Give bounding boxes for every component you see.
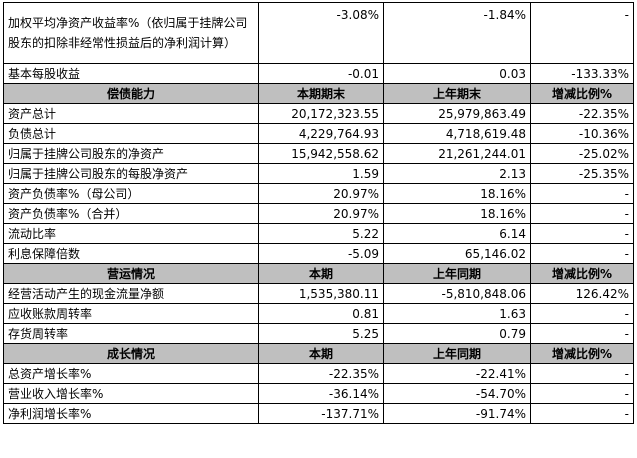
previous-value: -5,810,848.06 xyxy=(383,283,531,304)
column-header: 上年同期 xyxy=(383,343,531,364)
section-title: 偿债能力 xyxy=(3,83,259,104)
current-value: 5.25 xyxy=(258,323,384,344)
current-value: -5.09 xyxy=(258,243,384,264)
current-value: -22.35% xyxy=(258,363,384,384)
table-row: 营业收入增长率% -36.14% -54.70% - xyxy=(3,383,634,404)
previous-value: 6.14 xyxy=(383,223,531,244)
current-value: 0.81 xyxy=(258,303,384,324)
table-row: 资产总计 20,172,323.55 25,979,863.49 -22.35% xyxy=(3,103,634,124)
current-value: 1.59 xyxy=(258,163,384,184)
change-value: - xyxy=(530,243,634,264)
section-title: 成长情况 xyxy=(3,343,259,364)
current-value: 1,535,380.11 xyxy=(258,283,384,304)
change-value: - xyxy=(530,323,634,344)
change-value: -22.35% xyxy=(530,103,634,124)
column-header: 本期期末 xyxy=(258,83,384,104)
column-header: 上年期末 xyxy=(383,83,531,104)
previous-value: 1.63 xyxy=(383,303,531,324)
row-label: 应收账款周转率 xyxy=(3,303,259,324)
previous-value: 4,718,619.48 xyxy=(383,123,531,144)
row-label: 负债总计 xyxy=(3,123,259,144)
table-row: 归属于挂牌公司股东的净资产 15,942,558.62 21,261,244.0… xyxy=(3,143,634,164)
change-value: -133.33% xyxy=(530,63,634,84)
change-value: - xyxy=(530,2,634,64)
table-row: 净利润增长率% -137.71% -91.74% - xyxy=(3,403,634,424)
current-value: 4,229,764.93 xyxy=(258,123,384,144)
table-row: 加权平均净资产收益率%（依归属于挂牌公司股东的扣除非经常性损益后的净利润计算） … xyxy=(3,2,634,64)
current-value: 5.22 xyxy=(258,223,384,244)
previous-value: -1.84% xyxy=(383,2,531,64)
change-value: 126.42% xyxy=(530,283,634,304)
previous-value: 0.03 xyxy=(383,63,531,84)
column-header: 本期 xyxy=(258,343,384,364)
current-value: 20.97% xyxy=(258,203,384,224)
previous-value: -91.74% xyxy=(383,403,531,424)
current-value: 20.97% xyxy=(258,183,384,204)
change-value: - xyxy=(530,183,634,204)
column-header: 增减比例% xyxy=(530,343,634,364)
change-value: - xyxy=(530,203,634,224)
financial-indicators-table: 加权平均净资产收益率%（依归属于挂牌公司股东的扣除非经常性损益后的净利润计算） … xyxy=(3,2,634,424)
row-label: 存货周转率 xyxy=(3,323,259,344)
row-label: 资产负债率%（母公司） xyxy=(3,183,259,204)
change-value: - xyxy=(530,223,634,244)
table-row: 资产负债率%（母公司） 20.97% 18.16% - xyxy=(3,183,634,204)
table-row: 总资产增长率% -22.35% -22.41% - xyxy=(3,363,634,384)
table-row: 资产负债率%（合并） 20.97% 18.16% - xyxy=(3,203,634,224)
previous-value: 18.16% xyxy=(383,203,531,224)
row-label: 利息保障倍数 xyxy=(3,243,259,264)
table-row: 基本每股收益 -0.01 0.03 -133.33% xyxy=(3,63,634,84)
previous-value: -22.41% xyxy=(383,363,531,384)
row-label: 资产负债率%（合并） xyxy=(3,203,259,224)
row-label: 归属于挂牌公司股东的净资产 xyxy=(3,143,259,164)
row-label: 净利润增长率% xyxy=(3,403,259,424)
change-value: - xyxy=(530,363,634,384)
change-value: - xyxy=(530,383,634,404)
previous-value: 18.16% xyxy=(383,183,531,204)
section-header-operations: 营运情况 本期 上年同期 增减比例% xyxy=(3,263,634,284)
table-row: 流动比率 5.22 6.14 - xyxy=(3,223,634,244)
current-value: -137.71% xyxy=(258,403,384,424)
current-value: 15,942,558.62 xyxy=(258,143,384,164)
previous-value: 21,261,244.01 xyxy=(383,143,531,164)
column-header: 增减比例% xyxy=(530,263,634,284)
change-value: -25.02% xyxy=(530,143,634,164)
current-value: -3.08% xyxy=(258,2,384,64)
previous-value: 2.13 xyxy=(383,163,531,184)
change-value: -10.36% xyxy=(530,123,634,144)
row-label: 流动比率 xyxy=(3,223,259,244)
change-value: - xyxy=(530,403,634,424)
previous-value: 25,979,863.49 xyxy=(383,103,531,124)
table-row: 应收账款周转率 0.81 1.63 - xyxy=(3,303,634,324)
table-row: 存货周转率 5.25 0.79 - xyxy=(3,323,634,344)
row-label: 营业收入增长率% xyxy=(3,383,259,404)
table-row: 利息保障倍数 -5.09 65,146.02 - xyxy=(3,243,634,264)
row-label: 总资产增长率% xyxy=(3,363,259,384)
column-header: 上年同期 xyxy=(383,263,531,284)
table-row: 负债总计 4,229,764.93 4,718,619.48 -10.36% xyxy=(3,123,634,144)
row-label: 基本每股收益 xyxy=(3,63,259,84)
change-value: -25.35% xyxy=(530,163,634,184)
table-row: 经营活动产生的现金流量净额 1,535,380.11 -5,810,848.06… xyxy=(3,283,634,304)
table-row: 归属于挂牌公司股东的每股净资产 1.59 2.13 -25.35% xyxy=(3,163,634,184)
previous-value: 65,146.02 xyxy=(383,243,531,264)
column-header: 本期 xyxy=(258,263,384,284)
current-value: -36.14% xyxy=(258,383,384,404)
previous-value: 0.79 xyxy=(383,323,531,344)
section-header-solvency: 偿债能力 本期期末 上年期末 增减比例% xyxy=(3,83,634,104)
row-label: 归属于挂牌公司股东的每股净资产 xyxy=(3,163,259,184)
change-value: - xyxy=(530,303,634,324)
section-header-growth: 成长情况 本期 上年同期 增减比例% xyxy=(3,343,634,364)
row-label: 加权平均净资产收益率%（依归属于挂牌公司股东的扣除非经常性损益后的净利润计算） xyxy=(3,2,259,64)
previous-value: -54.70% xyxy=(383,383,531,404)
section-title: 营运情况 xyxy=(3,263,259,284)
row-label: 资产总计 xyxy=(3,103,259,124)
row-label: 经营活动产生的现金流量净额 xyxy=(3,283,259,304)
current-value: -0.01 xyxy=(258,63,384,84)
column-header: 增减比例% xyxy=(530,83,634,104)
current-value: 20,172,323.55 xyxy=(258,103,384,124)
